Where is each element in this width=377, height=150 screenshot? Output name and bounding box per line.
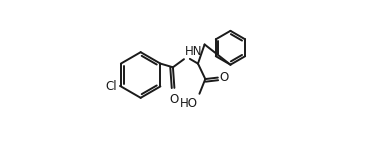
Text: HO: HO xyxy=(180,97,198,110)
Text: HN: HN xyxy=(185,45,202,58)
Text: O: O xyxy=(170,93,179,106)
Text: O: O xyxy=(219,71,229,84)
Text: Cl: Cl xyxy=(106,80,117,93)
